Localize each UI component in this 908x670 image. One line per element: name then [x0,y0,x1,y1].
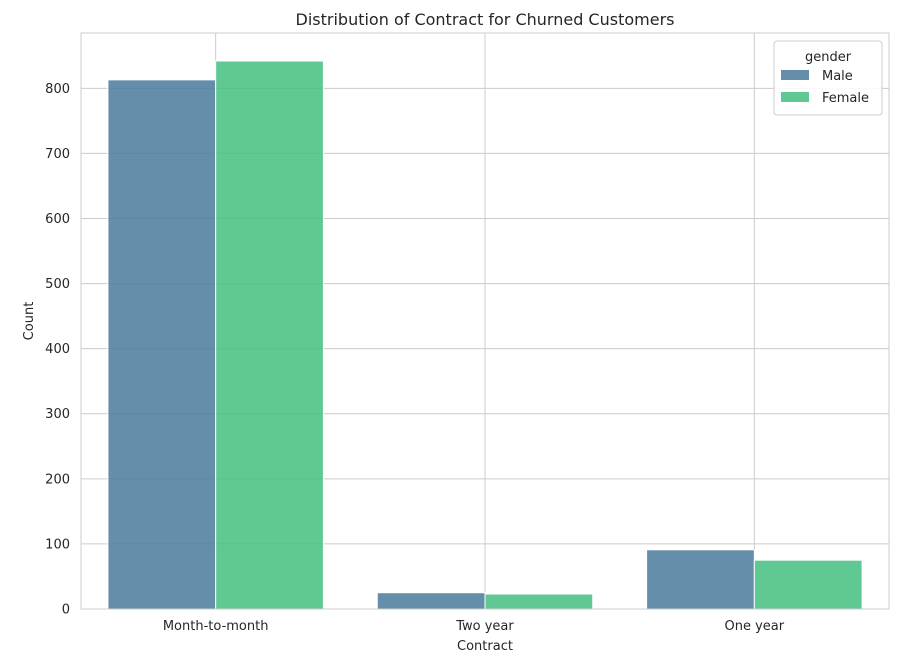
y-axis-label: Count [22,302,37,341]
legend-items: Male Female [781,69,869,106]
y-tick-label: 600 [45,212,70,227]
y-tick-label: 100 [45,537,70,552]
legend-swatch-female [781,92,809,102]
y-tick-label: 300 [45,407,70,422]
bar-female-two-year [484,593,594,610]
legend-title: gender [805,50,852,65]
x-tick-label: Month-to-month [163,619,269,634]
bar-male-one-year [646,549,755,610]
y-tick-labels: 0 100 200 300 400 500 600 700 800 [45,82,70,618]
bar-male-two-year [376,592,486,610]
bar-female-one-year [753,559,863,610]
x-tick-labels: Month-to-month Two year One year [163,619,785,634]
legend-swatch-male [781,70,809,80]
bar-male-month-to-month [107,79,217,610]
y-tick-label: 200 [45,472,70,487]
x-tick-label: Two year [455,619,514,634]
bars [107,60,863,610]
chart-title: Distribution of Contract for Churned Cus… [296,10,675,29]
legend-label-female: Female [822,91,869,106]
y-tick-label: 700 [45,147,70,162]
plot-frame [80,32,890,610]
x-tick-label: One year [725,619,785,634]
y-tick-label: 0 [62,603,70,618]
y-tick-label: 400 [45,342,70,357]
x-axis-label: Contract [457,639,513,654]
legend-label-male: Male [822,69,853,84]
legend: gender Male Female [773,40,883,116]
y-tick-label: 800 [45,82,70,97]
y-tick-label: 500 [45,277,70,292]
bar-female-month-to-month [215,60,324,610]
